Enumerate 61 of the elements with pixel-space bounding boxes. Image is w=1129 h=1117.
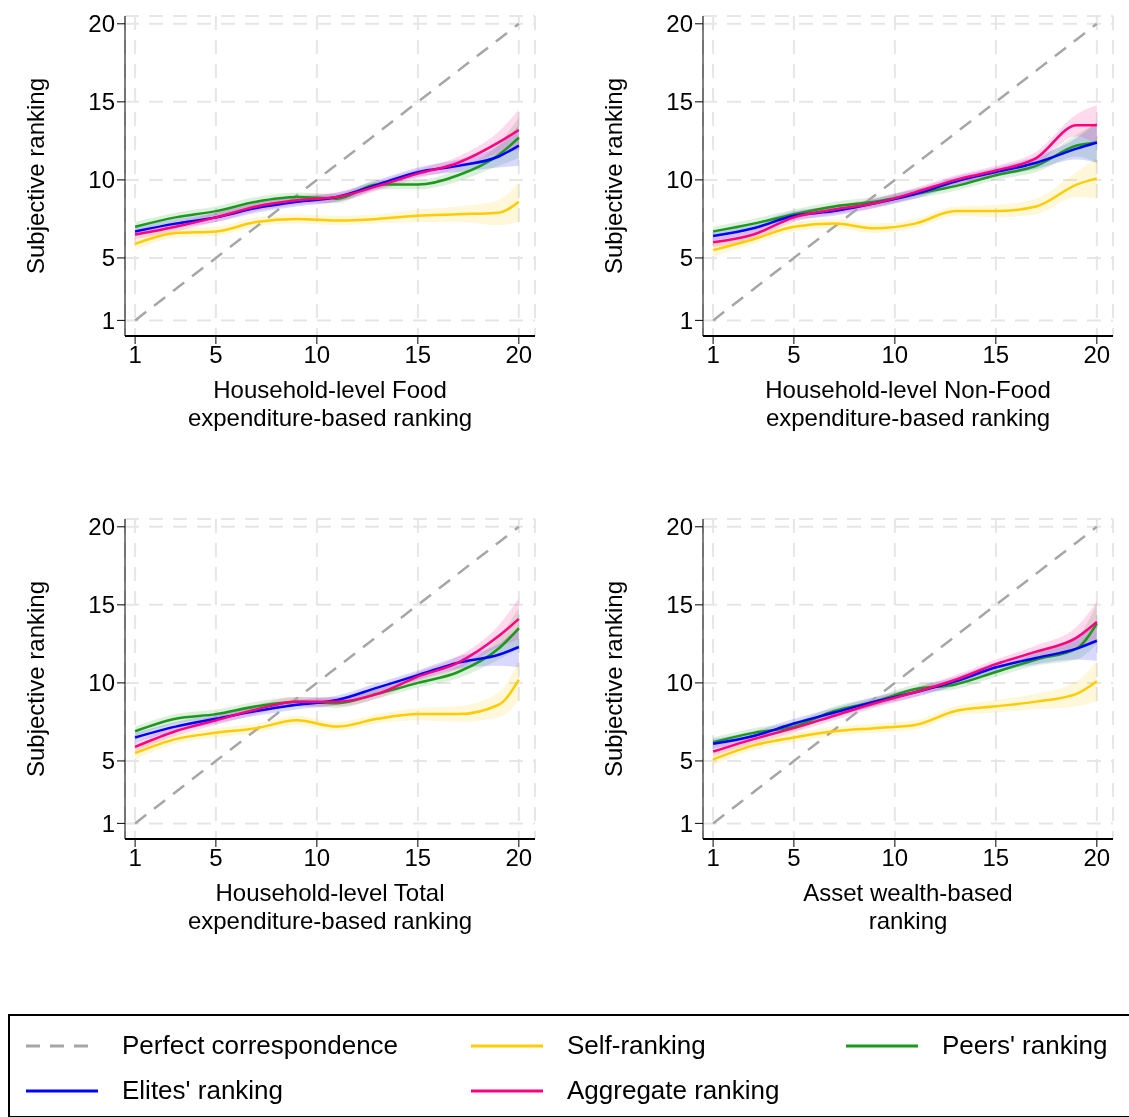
y-tick-label: 20 <box>88 10 115 38</box>
x-tick-label: 10 <box>881 844 909 872</box>
x-tick-label: 10 <box>303 341 331 369</box>
line-series <box>711 22 1099 322</box>
y-axis-title: Subjective ranking <box>599 77 627 275</box>
x-axis-title: Household-level Food expenditure-based ranking <box>186 376 474 432</box>
legend-label: Perfect correspondence <box>122 1030 399 1061</box>
y-tick-label: 1 <box>679 809 693 837</box>
y-tick-label: 10 <box>88 669 115 697</box>
x-tick-label: 15 <box>982 341 1010 369</box>
y-tick-label: 20 <box>666 10 693 38</box>
x-tick-label: 15 <box>404 341 432 369</box>
x-tick-label: 10 <box>303 844 331 872</box>
x-tick-label: 5 <box>787 341 801 369</box>
x-tick-label: 15 <box>404 844 432 872</box>
legend-label: Aggregate ranking <box>567 1075 780 1106</box>
line-series <box>133 22 521 322</box>
x-tick-label: 20 <box>505 844 533 872</box>
line-series <box>711 680 1099 761</box>
x-tick-label: 15 <box>982 844 1010 872</box>
y-tick-label: 15 <box>666 88 693 116</box>
y-tick-label: 15 <box>88 88 115 116</box>
y-tick-label: 10 <box>666 669 693 697</box>
y-tick-label: 5 <box>101 747 115 775</box>
y-tick-label: 5 <box>679 244 693 272</box>
y-tick-label: 20 <box>88 513 115 541</box>
y-tick-label: 10 <box>666 166 693 194</box>
x-tick-label: 5 <box>209 341 223 369</box>
y-tick-label: 15 <box>88 591 115 619</box>
y-tick-label: 20 <box>666 513 693 541</box>
x-tick-label: 10 <box>881 341 909 369</box>
x-axis-title: Household-level Non-Food expenditure-based ranking <box>764 376 1052 432</box>
x-tick-label: 1 <box>706 341 720 369</box>
legend-label: Elites' ranking <box>122 1075 284 1106</box>
y-tick-label: 15 <box>666 591 693 619</box>
x-tick-label: 20 <box>505 341 533 369</box>
y-tick-label: 10 <box>88 166 115 194</box>
x-axis-title: Household-level Total expenditure-based ranking <box>186 879 474 935</box>
line-series <box>133 200 521 246</box>
x-tick-label: 5 <box>787 844 801 872</box>
y-axis-title: Subjective ranking <box>21 580 49 778</box>
x-tick-label: 1 <box>128 341 142 369</box>
x-tick-label: 1 <box>706 844 720 872</box>
x-tick-label: 20 <box>1083 844 1111 872</box>
y-tick-label: 5 <box>101 244 115 272</box>
x-tick-label: 20 <box>1083 341 1111 369</box>
y-tick-label: 1 <box>101 809 115 837</box>
x-tick-label: 5 <box>209 844 223 872</box>
line-series <box>711 177 1099 252</box>
legend-label: Self-ranking <box>567 1030 706 1061</box>
x-axis-title: Asset wealth-based ranking <box>802 879 1014 935</box>
legend-label: Peers' ranking <box>942 1030 1108 1061</box>
y-tick-label: 1 <box>101 306 115 334</box>
line-series <box>711 525 1099 825</box>
line-series <box>133 525 521 825</box>
x-tick-label: 1 <box>128 844 142 872</box>
line-series <box>133 678 521 755</box>
y-axis-title: Subjective ranking <box>599 580 627 778</box>
y-tick-label: 1 <box>679 306 693 334</box>
y-axis-title: Subjective ranking <box>21 77 49 275</box>
y-tick-label: 5 <box>679 747 693 775</box>
